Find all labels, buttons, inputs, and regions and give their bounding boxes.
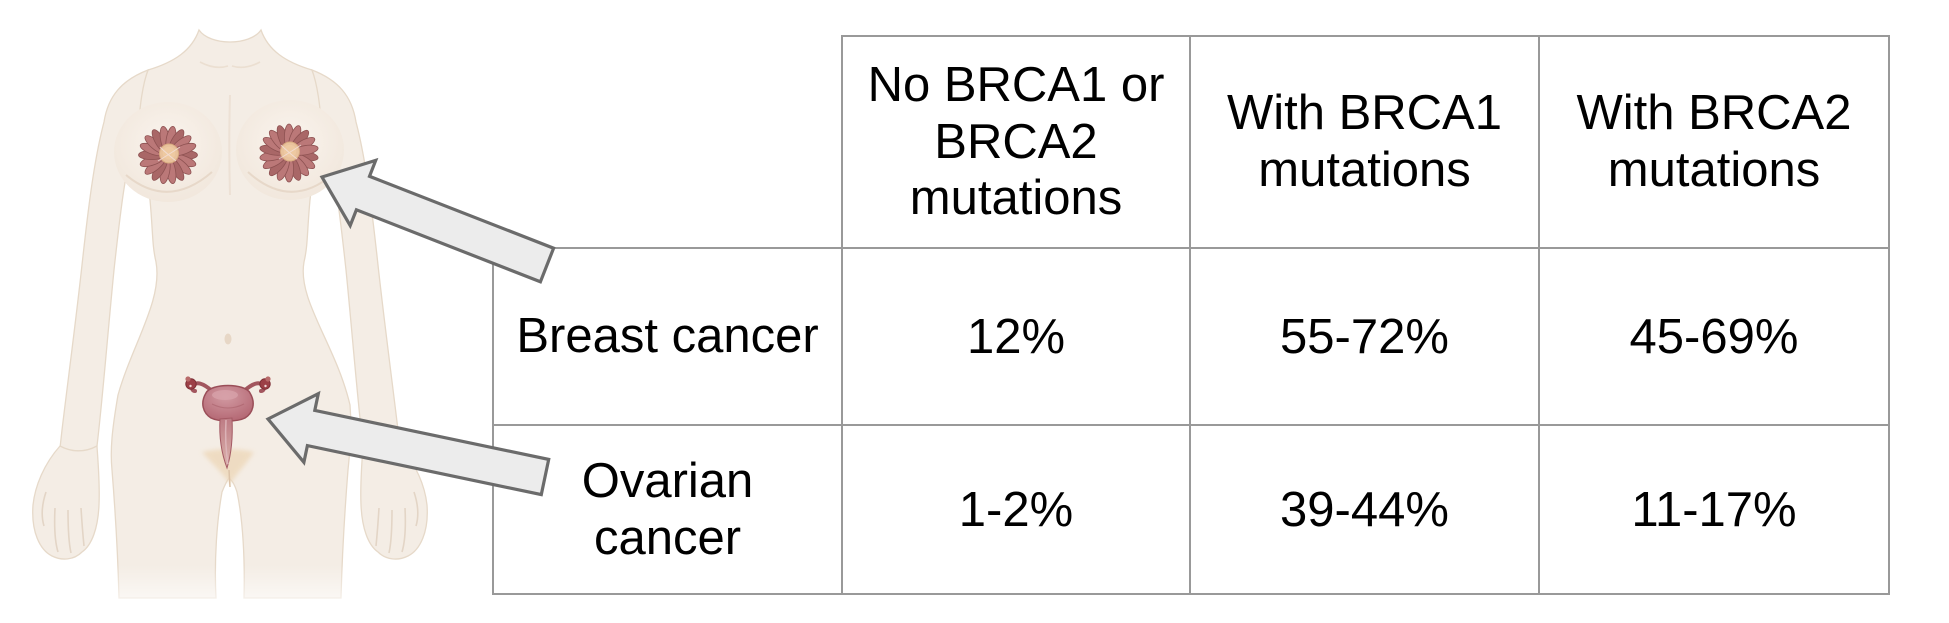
female-torso-illustration (0, 28, 500, 623)
left-hand (32, 444, 100, 560)
table-row-breast-cancer: Breast cancer 12% 55-72% 45-69% (492, 247, 1890, 426)
row-label-ovarian-cancer: Ovarian cancer (492, 424, 843, 595)
cell-ovarian-brca2: 11-17% (1538, 424, 1890, 595)
row-label-breast-cancer: Breast cancer (492, 247, 843, 426)
cell-breast-brca2: 45-69% (1538, 247, 1890, 426)
column-header-brca1: With BRCA1 mutations (1189, 35, 1540, 249)
table-row-ovarian-cancer: Ovarian cancer 1-2% 39-44% 11-17% (492, 424, 1890, 595)
navel (224, 333, 232, 345)
cell-breast-no-mutation: 12% (841, 247, 1191, 426)
mammary-glands-icon (138, 123, 319, 184)
column-header-brca2: With BRCA2 mutations (1538, 35, 1890, 249)
cell-breast-brca1: 55-72% (1189, 247, 1540, 426)
column-header-no-mutations: No BRCA1 or BRCA2 mutations (841, 35, 1191, 249)
cell-ovarian-brca1: 39-44% (1189, 424, 1540, 595)
brca-risk-table: No BRCA1 or BRCA2 mutations With BRCA1 m… (492, 35, 1890, 595)
uterus-ovaries-icon (185, 376, 271, 470)
corner-cell (493, 36, 842, 248)
right-hand (360, 444, 428, 560)
pubic-shade (202, 449, 254, 484)
cell-ovarian-no-mutation: 1-2% (841, 424, 1191, 595)
